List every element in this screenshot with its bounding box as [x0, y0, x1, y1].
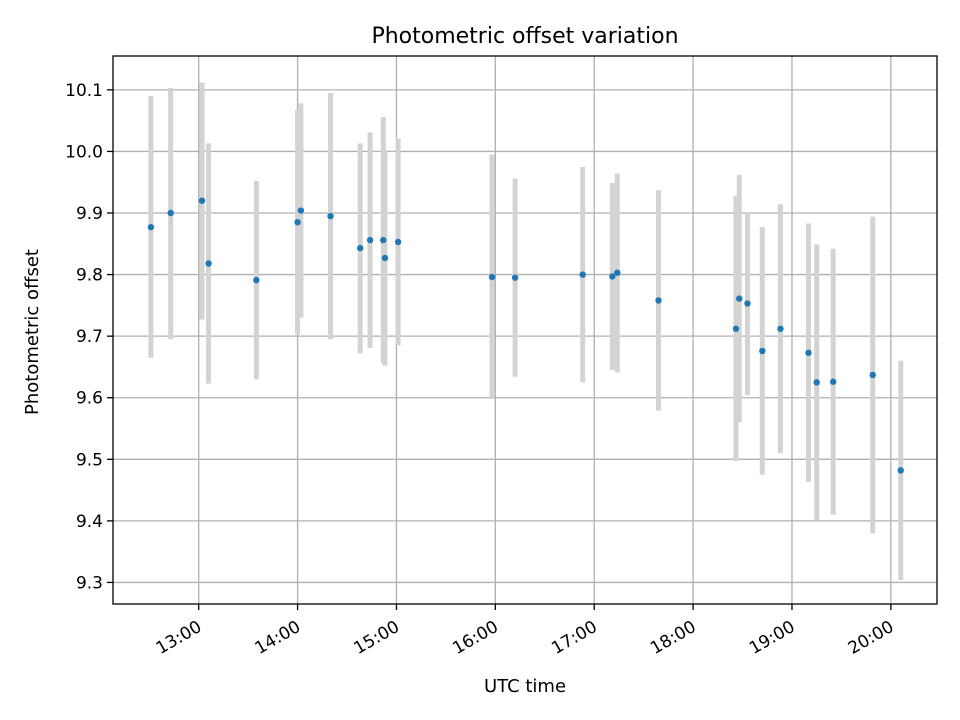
data-point	[744, 300, 751, 307]
data-point	[813, 379, 820, 386]
y-tick-label: 9.3	[76, 573, 103, 593]
data-point	[253, 276, 260, 284]
data-point	[732, 325, 740, 332]
data-point	[609, 273, 616, 280]
y-tick-label: 9.8	[76, 266, 103, 286]
data-point	[357, 244, 364, 252]
y-tick-label: 9.4	[76, 512, 103, 532]
y-tick-label: 10.1	[65, 81, 103, 101]
data-point	[777, 325, 784, 332]
y-tick-label: 9.7	[76, 327, 103, 347]
data-point	[805, 349, 812, 356]
data-point	[394, 238, 402, 246]
data-point	[829, 378, 837, 385]
y-tick-label: 10.0	[65, 142, 103, 162]
data-point	[736, 295, 743, 302]
data-point	[614, 269, 621, 276]
data-point	[488, 273, 496, 281]
y-tick-label: 9.9	[76, 204, 103, 224]
data-point	[294, 219, 301, 226]
chart-title: Photometric offset variation	[371, 24, 678, 49]
data-point	[381, 254, 389, 262]
y-tick-label: 9.6	[76, 389, 103, 409]
data-point	[205, 260, 212, 267]
data-point	[366, 236, 374, 244]
data-point	[380, 236, 387, 244]
axis-layer	[112, 55, 938, 605]
data-point	[869, 371, 876, 379]
y-axis-label: Photometric offset	[22, 249, 43, 415]
data-point	[147, 223, 155, 231]
data-point	[198, 197, 206, 204]
plot-frame	[112, 55, 938, 605]
data-point	[167, 209, 174, 217]
data-point	[579, 271, 586, 278]
y-tick-label: 9.5	[76, 450, 103, 470]
point-layer	[147, 197, 904, 474]
data-point	[759, 347, 766, 355]
data-point	[655, 297, 662, 304]
data-point	[327, 212, 334, 220]
data-point	[297, 207, 305, 214]
data-point	[511, 274, 519, 281]
x-axis-label: UTC time	[484, 676, 566, 697]
data-point	[897, 467, 904, 474]
